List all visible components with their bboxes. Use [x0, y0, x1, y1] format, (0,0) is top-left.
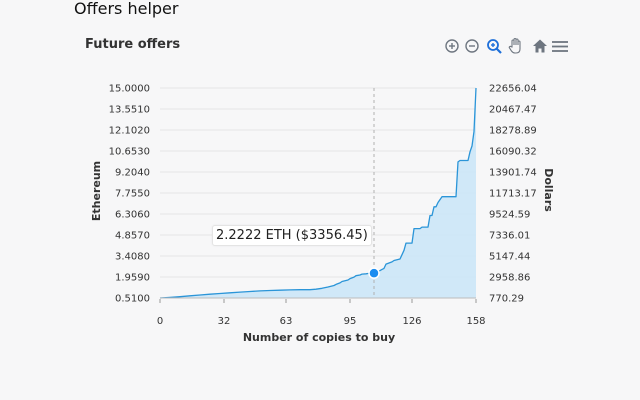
pan-hand-icon[interactable]	[507, 36, 525, 56]
x-tick-label: 32	[218, 316, 231, 327]
y-tick-right-label: 18278.89	[489, 126, 537, 137]
x-tick-label: 126	[402, 316, 421, 327]
y-tick-left-label: 12.1020	[109, 126, 150, 137]
y-tick-right-label: 16090.32	[489, 147, 537, 158]
y-tick-right-label: 13901.74	[489, 168, 537, 179]
y-tick-right-label: 20467.47	[489, 105, 537, 116]
reset-home-icon[interactable]	[531, 36, 549, 56]
x-tick-label: 158	[466, 316, 485, 327]
y-tick-left-label: 1.9590	[115, 273, 150, 284]
y-tick-right-label: 7336.01	[489, 231, 530, 242]
zoom-out-icon[interactable]	[463, 36, 481, 56]
y-tick-left-label: 3.4080	[115, 252, 150, 263]
y-tick-right-label: 2958.86	[489, 273, 530, 284]
chart-toolbar	[443, 36, 573, 56]
chart-title: Future offers	[85, 37, 181, 52]
selection-zoom-icon[interactable]	[485, 36, 503, 56]
y-tick-right-label: 9524.59	[489, 210, 530, 221]
x-axis-title: Number of copies to buy	[243, 331, 395, 344]
x-tick-label: 95	[344, 316, 357, 327]
series-area-fill	[160, 88, 476, 298]
data-tooltip: 2.2222 ETH ($3356.45)	[212, 225, 372, 246]
y-tick-left-label: 10.6530	[109, 147, 150, 158]
zoom-in-icon[interactable]	[443, 36, 461, 56]
y-tick-left-label: 4.8570	[115, 231, 150, 242]
menu-icon[interactable]	[551, 36, 569, 56]
y-axis-right-title: Dollars	[542, 168, 555, 212]
y-tick-left-label: 9.2040	[115, 168, 150, 179]
y-tick-right-label: 5147.44	[489, 252, 530, 263]
y-tick-left-label: 13.5510	[109, 105, 150, 116]
y-tick-left-label: 15.0000	[109, 84, 150, 95]
y-tick-right-label: 22656.04	[489, 84, 537, 95]
x-tick-label: 63	[280, 316, 293, 327]
y-tick-right-label: 770.29	[489, 294, 524, 305]
y-tick-left-label: 0.5100	[115, 294, 150, 305]
page-title: Offers helper	[74, 0, 179, 18]
y-tick-right-label: 11713.17	[489, 189, 537, 200]
y-tick-left-label: 6.3060	[115, 210, 150, 221]
y-tick-left-label: 7.7550	[115, 189, 150, 200]
highlight-marker	[368, 267, 380, 279]
x-tick-label: 0	[157, 316, 163, 327]
y-axis-left-title: Ethereum	[90, 161, 103, 221]
